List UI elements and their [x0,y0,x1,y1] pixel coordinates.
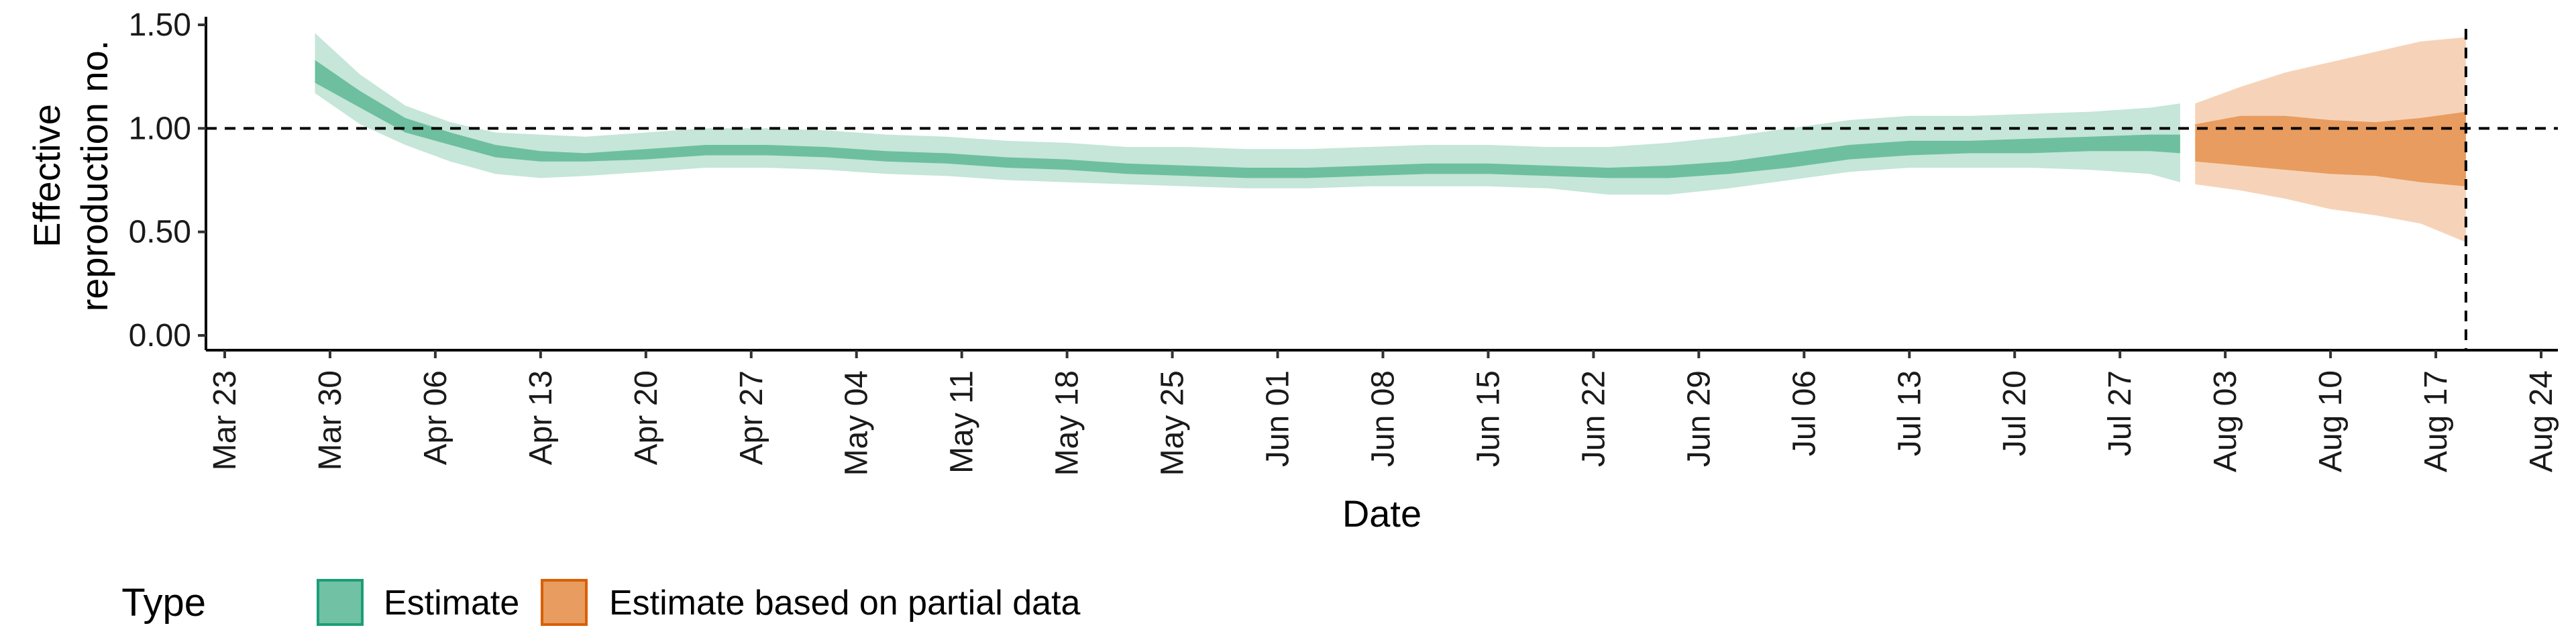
x-tick-label: Jun 15 [1470,370,1506,467]
partial-estimate-inner-band [2195,111,2466,186]
x-tick-label: May 04 [839,370,875,476]
y-tick-label: 1.00 [129,111,191,146]
x-tick-label: Aug 24 [2524,370,2559,472]
x-tick-label: Jul 20 [1997,370,2033,456]
x-tick-label: Jun 08 [1366,370,1401,467]
x-tick-label: Jun 22 [1576,370,1611,467]
axis-titles: Date Effective reproduction no. [25,40,1421,535]
x-tick-label: Aug 03 [2208,370,2243,472]
x-tick-label: Mar 30 [313,370,348,470]
x-tick-label: May 25 [1155,370,1191,476]
legend-key-partial-estimate [541,579,588,626]
legend-key-estimate [317,579,364,626]
legend-label-estimate: Estimate [384,584,519,623]
x-tick-label: Apr 06 [418,370,453,465]
legend: Type Estimate Estimate based on partial … [121,579,1081,626]
x-tick-label: Aug 17 [2418,370,2454,472]
y-tick-label: 0.50 [129,215,191,250]
legend-label-partial-estimate: Estimate based on partial data [609,584,1081,623]
y-tick-label: 1.50 [129,7,191,43]
x-tick-label: Jul 13 [1892,370,1927,456]
estimate-inner-band [315,60,2180,178]
x-axis-title: Date [1342,492,1421,535]
x-tick-label: Jun 29 [1681,370,1717,467]
x-tick-label: May 11 [945,370,980,474]
x-tick-label: Jul 27 [2102,370,2138,456]
y-axis-title: Effective reproduction no. [25,40,115,312]
x-tick-label: Mar 23 [207,370,243,470]
legend-title: Type [121,581,206,625]
x-tick-label: Aug 10 [2313,370,2349,472]
y-tick-label: 0.00 [129,318,191,354]
x-tick-label: Apr 13 [523,370,559,465]
x-tick-label: Apr 20 [629,370,664,465]
x-tick-label: May 18 [1050,370,1085,476]
x-tick-label: Jun 01 [1260,370,1296,467]
y-axis-title-line-1: Effective [25,104,68,248]
tick-labels: 0.00 0.50 1.00 1.50 Mar 23 Mar 30 Apr 06 Apr 13… [129,7,2559,476]
reference-lines [206,29,2558,350]
x-tick-label: Jul 06 [1786,370,1822,456]
x-tick-label: Apr 27 [734,370,769,465]
uncertainty-bands [315,33,2466,243]
y-axis-title-line-2: reproduction no. [73,40,115,312]
